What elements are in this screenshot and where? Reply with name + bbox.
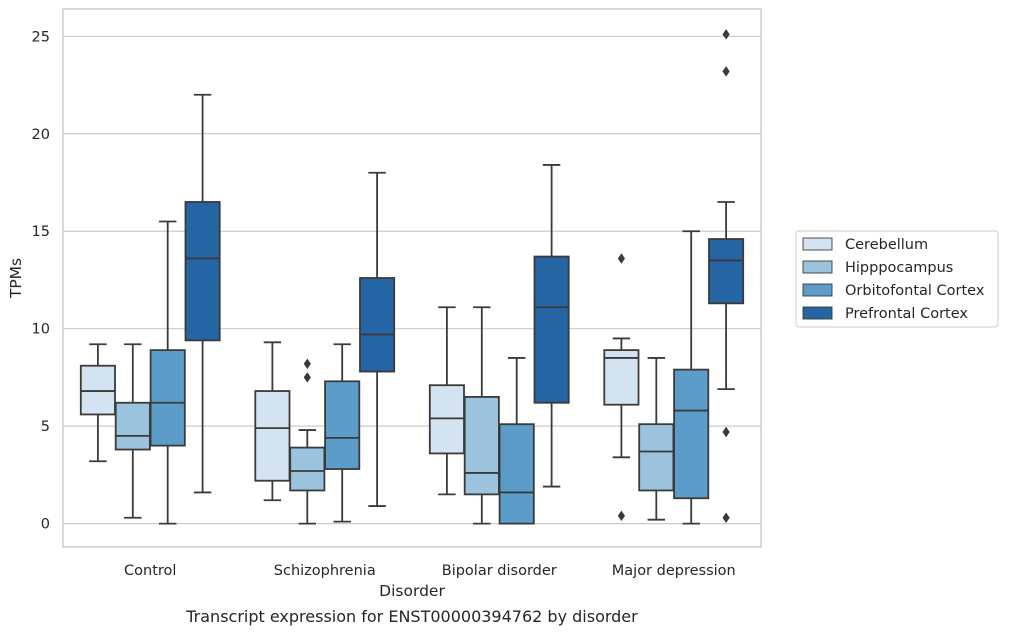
iqr-box [79, 364, 116, 416]
box-hipppocampus [463, 306, 500, 525]
legend: Cerebellum Hipppocampus Orbitofontal Corte… [795, 230, 999, 328]
outlier-point [617, 510, 625, 522]
iqr-box [533, 255, 570, 404]
iqr-box [498, 423, 535, 525]
box-hipppocampus [638, 357, 675, 521]
iqr-box [673, 368, 710, 500]
y-tick-label: 5 [41, 419, 50, 435]
y-tick-label: 10 [32, 322, 50, 338]
box-orbitofontal-cortex [149, 220, 186, 525]
iqr-box [114, 401, 151, 451]
box-hipppocampus [114, 343, 151, 519]
iqr-box [324, 380, 361, 470]
x-tick-labels: Control Schizophrenia Bipolar disorder Majo… [124, 563, 736, 579]
box-orbitofontal-cortex [673, 230, 710, 525]
box-cerebellum [603, 253, 640, 522]
iqr-box [463, 396, 500, 496]
box-prefrontal-cortex [359, 171, 396, 507]
y-tick-label: 20 [32, 127, 50, 143]
legend-swatch [802, 237, 833, 251]
chart-caption: Transcript expression for ENST0000039476… [185, 607, 638, 626]
x-tick-label: Control [124, 563, 176, 579]
outlier-point [722, 426, 730, 438]
legend-swatch [802, 260, 833, 274]
box-cerebellum [254, 341, 291, 502]
outlier-point [303, 358, 311, 369]
iqr-box [184, 201, 221, 342]
legend-swatch [802, 283, 833, 297]
y-axis-label: TPMs [7, 258, 25, 299]
iqr-box [603, 349, 640, 406]
y-tick-labels: 0 5 10 15 20 25 [32, 29, 50, 532]
iqr-box [254, 390, 291, 482]
outlier-point [722, 29, 730, 40]
outlier-point [303, 372, 311, 383]
x-tick-label: Schizophrenia [274, 563, 376, 579]
legend-label: Hipppocampus [845, 260, 953, 276]
outlier-point [722, 512, 730, 523]
box-groups [79, 29, 745, 525]
box-prefrontal-cortex [533, 164, 570, 488]
outlier-point [617, 253, 625, 264]
iqr-box [359, 277, 396, 373]
box-prefrontal-cortex [708, 29, 745, 523]
outlier-point [722, 66, 730, 77]
legend-label: Prefrontal Cortex [845, 306, 968, 322]
legend-label: Cerebellum [845, 237, 928, 253]
plot-frame [62, 8, 762, 548]
iqr-box [708, 238, 745, 305]
legend-label: Orbitofontal Cortex [845, 283, 985, 299]
y-tick-label: 15 [32, 224, 50, 240]
iqr-box [638, 423, 675, 492]
legend-swatch [802, 306, 833, 320]
iqr-box [428, 384, 465, 455]
box-cerebellum [79, 343, 116, 463]
box-cerebellum [428, 306, 465, 496]
legend-frame [795, 230, 999, 328]
iqr-box [149, 349, 186, 447]
x-tick-label: Major depression [612, 563, 736, 579]
y-tick-label: 0 [41, 517, 50, 533]
x-axis-label: Disorder [379, 582, 445, 600]
box-prefrontal-cortex [184, 93, 221, 494]
x-tick-label: Bipolar disorder [442, 563, 557, 579]
box-orbitofontal-cortex [498, 357, 535, 525]
y-tick-label: 25 [32, 29, 50, 45]
box-orbitofontal-cortex [324, 343, 361, 523]
iqr-box [289, 446, 326, 492]
